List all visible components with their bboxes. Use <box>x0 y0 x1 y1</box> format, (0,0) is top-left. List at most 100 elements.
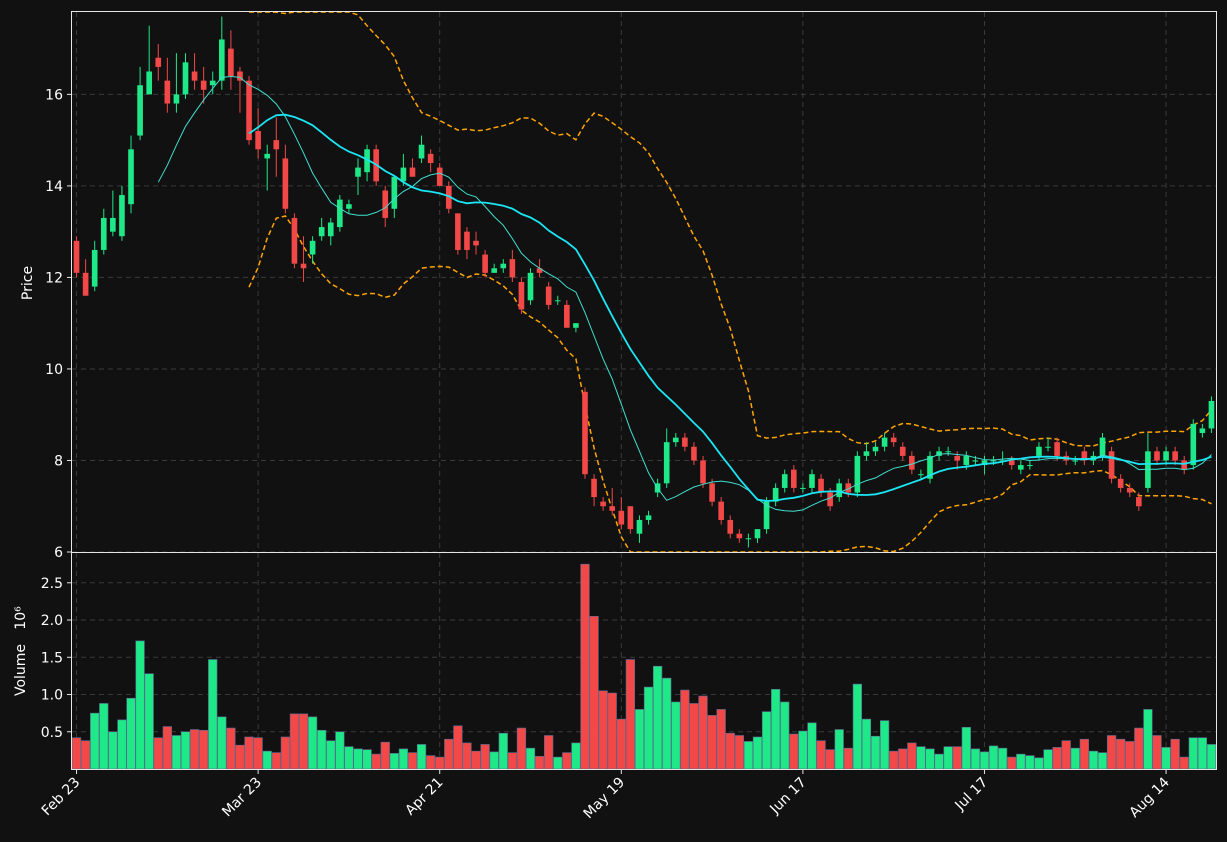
candle-body <box>291 217 298 264</box>
candle-body <box>954 455 961 461</box>
volume-bar <box>353 748 363 770</box>
candle-body <box>482 254 488 273</box>
volume-bar <box>135 640 145 770</box>
candle-body <box>436 167 443 186</box>
candle-body <box>618 510 625 525</box>
volume-bar <box>562 752 572 770</box>
candle-body <box>1108 451 1115 479</box>
volume-bar <box>534 756 545 770</box>
volume-bar <box>607 692 617 770</box>
volume-bar <box>435 756 445 770</box>
volume-bar <box>1179 756 1189 770</box>
candle-body <box>382 190 389 218</box>
volume-bar <box>1061 740 1071 770</box>
candle-body <box>672 437 679 443</box>
volume-bar <box>789 733 799 770</box>
volume-tick-label: 0.5 <box>41 725 63 741</box>
candle-body <box>400 167 407 182</box>
volume-bar <box>934 753 944 770</box>
candle-body <box>1008 460 1015 466</box>
volume-bar <box>71 737 82 770</box>
candle-body <box>255 130 261 150</box>
volume-bar <box>1106 735 1117 770</box>
lower-band-line <box>248 215 1212 553</box>
volume-bar <box>1025 755 1035 770</box>
candle-body <box>609 506 616 511</box>
volume-bar <box>344 746 354 770</box>
volume-bar <box>471 750 481 770</box>
candle-body <box>818 478 824 493</box>
volume-bar <box>144 673 154 770</box>
volume-bar <box>1161 747 1171 770</box>
price-tick-label: 6 <box>54 545 63 561</box>
candle-body <box>418 144 425 159</box>
volume-bar <box>162 726 172 770</box>
candle-body <box>164 80 171 104</box>
volume-bar <box>307 716 318 770</box>
volume-bar <box>843 747 853 770</box>
volume-bar <box>725 732 735 770</box>
candle-body <box>790 469 797 488</box>
candle-body <box>300 263 307 269</box>
candle-body <box>1017 465 1024 470</box>
candle-body <box>445 185 452 209</box>
candle-body <box>945 451 951 453</box>
volume-bar <box>798 730 808 770</box>
volume-bar <box>1097 752 1108 770</box>
volume-bar <box>244 736 254 770</box>
candle-body <box>1027 465 1033 467</box>
candle-body <box>800 487 806 489</box>
candle-body <box>718 501 724 520</box>
candle-body <box>455 213 461 250</box>
volume-bar <box>462 742 472 770</box>
volume-bar <box>698 695 708 770</box>
volume-bar <box>108 731 118 770</box>
volume-bar <box>816 740 826 770</box>
volume-bar <box>761 711 772 770</box>
candle-body <box>191 71 198 81</box>
volume-bar <box>707 715 717 770</box>
volume-bar <box>317 729 327 770</box>
volume-bar <box>716 709 726 770</box>
short-moving-average-line <box>157 75 1212 512</box>
candle-body <box>1199 428 1206 434</box>
price-tick-label: 8 <box>54 453 63 469</box>
volume-bar <box>734 735 744 770</box>
candle-body <box>427 153 434 164</box>
candle-body <box>246 80 252 141</box>
candle-body <box>1208 400 1215 429</box>
candle-body <box>119 195 125 237</box>
volume-bar <box>870 735 881 770</box>
volume-bar <box>1043 749 1053 770</box>
volume-bar <box>861 718 872 770</box>
volume-bar <box>553 756 563 770</box>
volume-bar <box>598 690 608 770</box>
volume-bar <box>580 563 590 770</box>
candle-body <box>745 538 752 540</box>
volume-bar <box>834 729 844 770</box>
volume-bar <box>180 731 191 770</box>
candle-body <box>636 519 643 534</box>
volume-tick-label: 2.0 <box>41 613 63 629</box>
candle-body <box>527 272 534 301</box>
volume-bar <box>117 719 127 770</box>
volume-bar <box>1170 738 1180 770</box>
candle-body <box>182 62 189 95</box>
volume-bar <box>416 744 427 770</box>
candle-body <box>854 455 861 493</box>
candle-body <box>200 80 207 90</box>
candle-body <box>927 455 933 479</box>
candle-body <box>554 300 561 302</box>
volume-bar <box>1070 747 1080 770</box>
volume-axis: 0.5 1.0 1.5 2.0 2.5 <box>41 576 72 741</box>
volume-bar <box>498 732 508 770</box>
volume-bar <box>398 748 409 770</box>
candle-body <box>890 437 897 443</box>
candle-body <box>1054 442 1060 456</box>
volume-bars <box>71 563 1217 770</box>
volume-bar <box>653 665 663 770</box>
volume-bar <box>625 659 635 770</box>
volume-bar <box>235 744 245 770</box>
volume-bar <box>480 744 490 770</box>
